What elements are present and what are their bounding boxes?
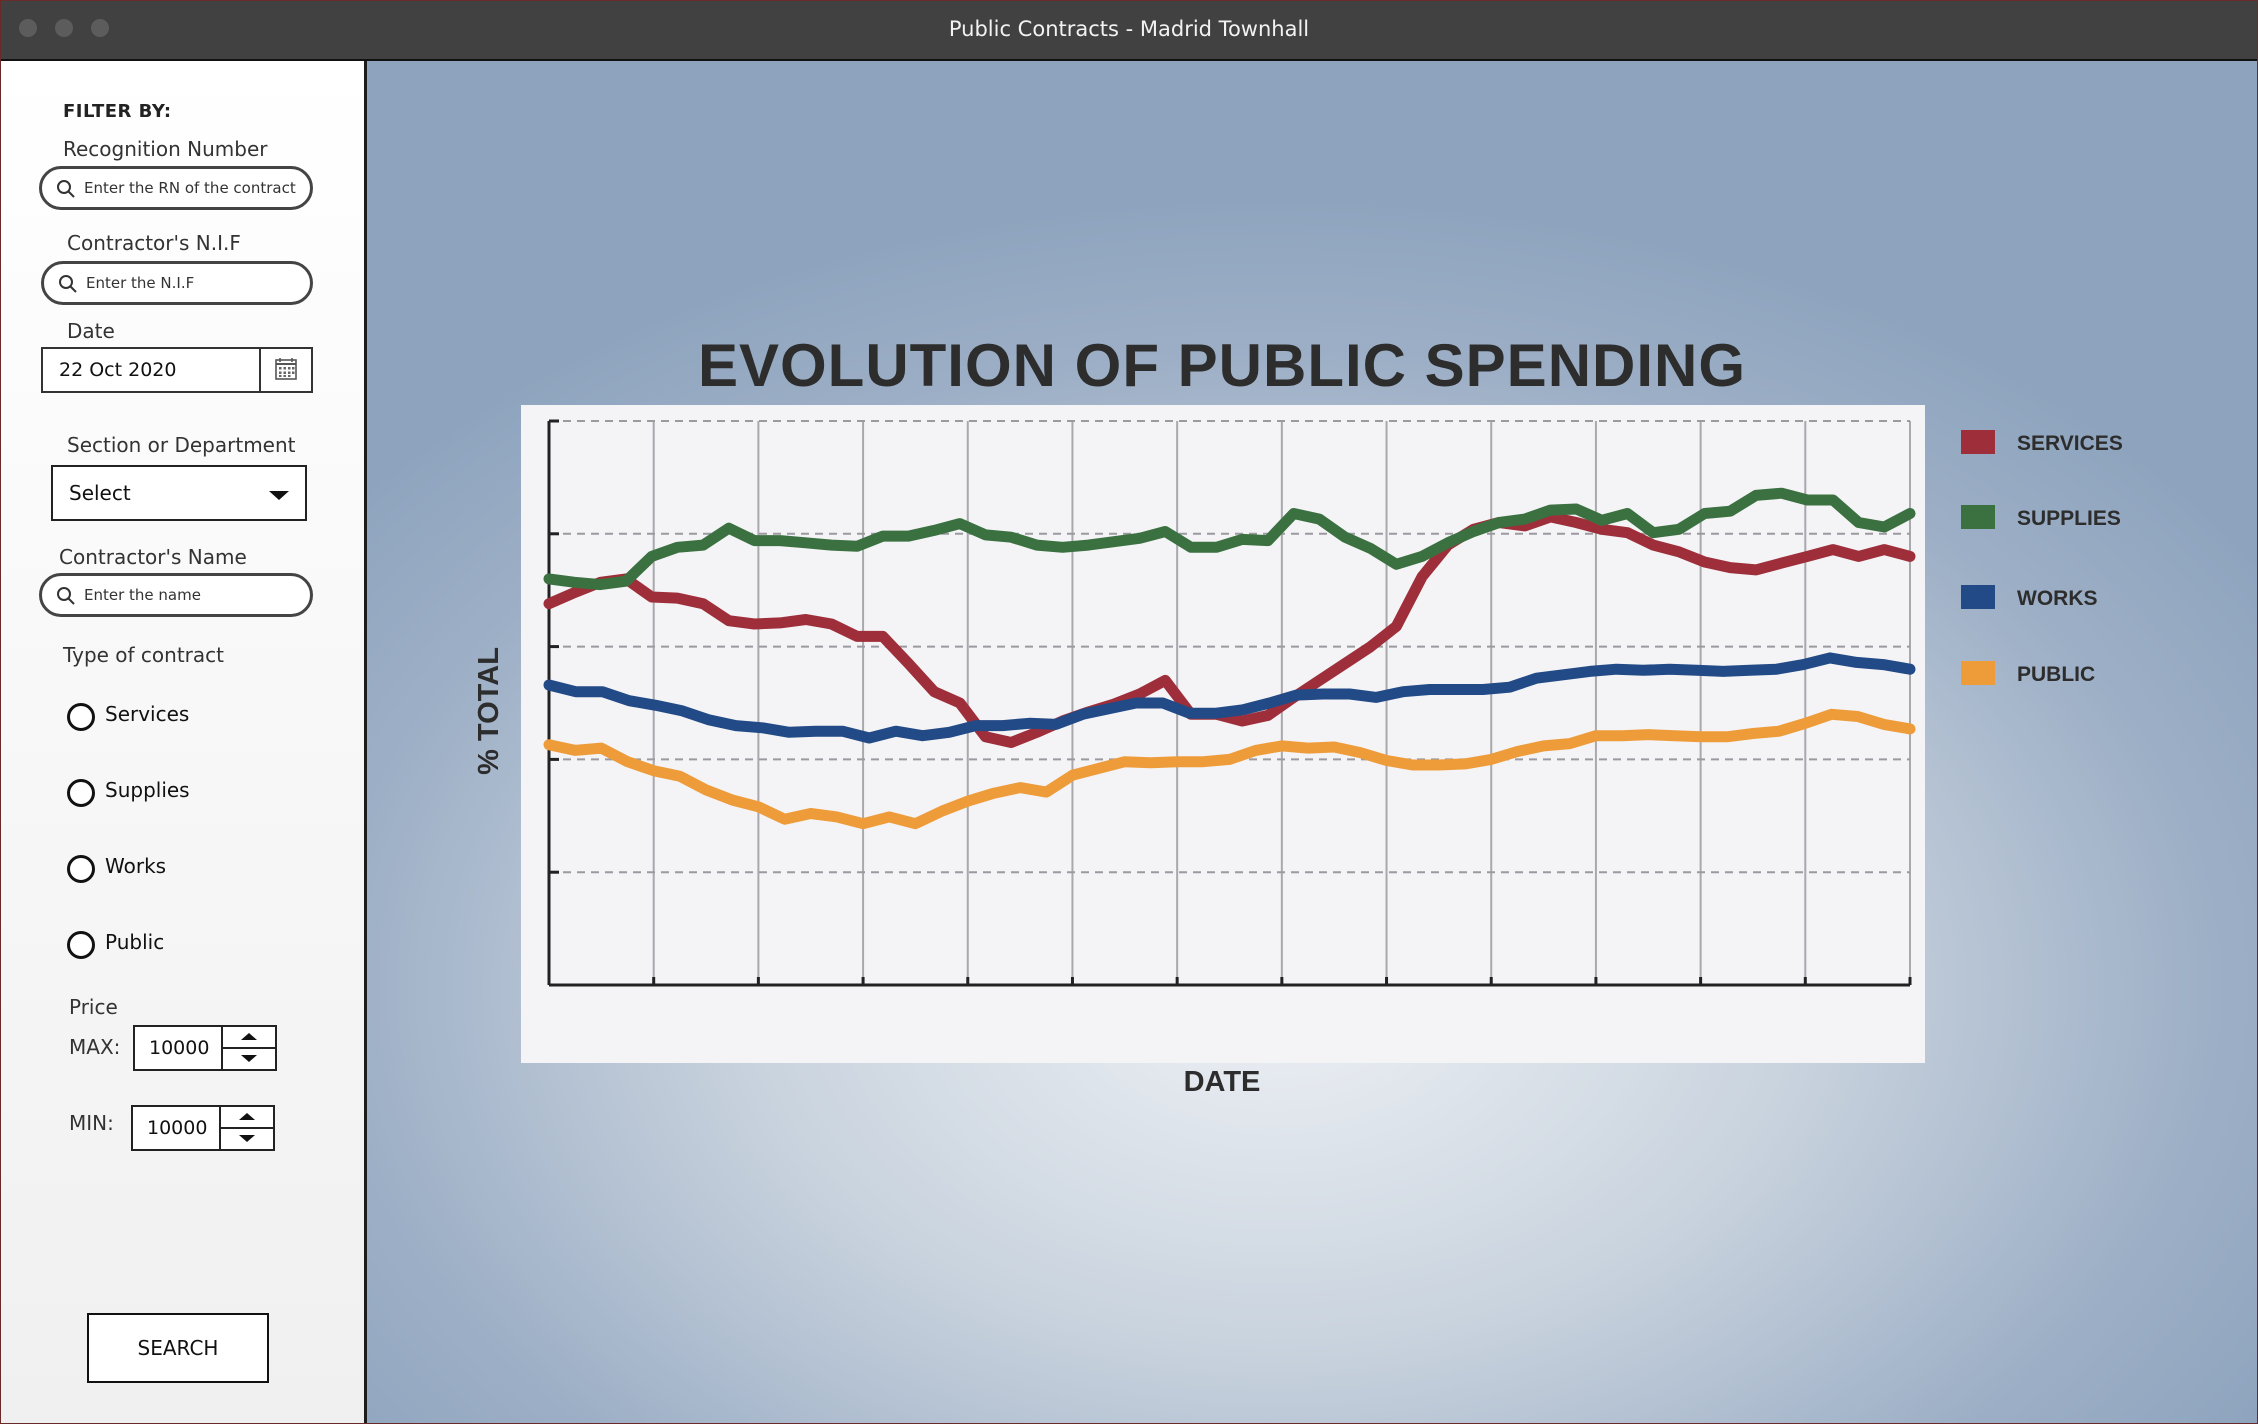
price-label: Price [69, 995, 118, 1019]
chart-title: EVOLUTION OF PUBLIC SPENDING [698, 332, 1746, 399]
date-value: 22 Oct 2020 [59, 359, 177, 381]
legend-label-supplies: SUPPLIES [2017, 507, 2121, 530]
radio-label: Works [105, 854, 167, 878]
contractor-name-input-box[interactable] [39, 573, 324, 617]
search-button[interactable]: SEARCH [87, 1313, 269, 1383]
recognition-number-input[interactable] [84, 176, 324, 200]
stepper-arrows[interactable] [219, 1107, 273, 1149]
zoom-window-button[interactable] [91, 19, 109, 37]
contractor-name-label: Contractor's Name [59, 545, 247, 569]
section-select-value: Select [69, 481, 131, 505]
stepper-arrows[interactable] [221, 1027, 275, 1069]
search-icon [59, 275, 77, 293]
title-bar: Public Contracts - Madrid Townhall [1, 1, 2257, 61]
window-title: Public Contracts - Madrid Townhall [948, 17, 1310, 41]
close-window-button[interactable] [19, 19, 37, 37]
radio-circle[interactable] [67, 931, 95, 959]
legend-swatch-supplies [1961, 505, 1995, 529]
radio-label: Services [105, 702, 190, 726]
filter-heading: FILTER BY: [63, 101, 172, 122]
legend-swatch-services [1961, 430, 1995, 454]
legend-swatch-public [1961, 661, 1995, 685]
price-min-value: 10000 [147, 1117, 208, 1139]
legend-label-services: SERVICES [2017, 432, 2123, 455]
series-line-services [543, 511, 1916, 748]
x-axis-label: DATE [1184, 1066, 1261, 1098]
price-max-value: 10000 [149, 1037, 210, 1059]
contractor-name-input[interactable] [84, 583, 324, 607]
date-label: Date [67, 319, 115, 343]
series-line-works [543, 652, 1916, 744]
section-select[interactable]: Select [51, 465, 307, 521]
nif-input-box[interactable] [41, 261, 326, 305]
filter-sidebar: FILTER BY: Recognition Number Contractor… [1, 61, 367, 1423]
radio-circle[interactable] [67, 779, 95, 807]
search-icon [57, 587, 75, 605]
calendar-button[interactable] [259, 349, 311, 391]
series-line-public [543, 708, 1916, 830]
chevron-down-icon [269, 491, 289, 500]
price-max-stepper[interactable]: 10000 [133, 1025, 277, 1071]
radio-circle[interactable] [67, 855, 95, 883]
radio-label: Public [105, 930, 165, 954]
caret-down-icon[interactable] [239, 1135, 255, 1142]
series-line-supplies [543, 487, 1916, 591]
recognition-number-label: Recognition Number [63, 137, 268, 161]
chart-area: EVOLUTION OF PUBLIC SPENDING DATE % TOTAL S… [367, 61, 2257, 1423]
caret-up-icon[interactable] [241, 1033, 257, 1040]
minimize-window-button[interactable] [55, 19, 73, 37]
legend-label-works: WORKS [2017, 587, 2098, 610]
section-label: Section or Department [67, 433, 296, 457]
price-max-label: MAX: [69, 1035, 121, 1059]
recognition-number-input-box[interactable] [39, 166, 324, 210]
price-min-label: MIN: [69, 1111, 114, 1135]
legend-swatch-works [1961, 585, 1995, 609]
calendar-icon [275, 358, 297, 380]
caret-down-icon[interactable] [241, 1055, 257, 1062]
nif-input[interactable] [86, 271, 326, 295]
spending-chart: EVOLUTION OF PUBLIC SPENDING DATE % TOTAL S… [473, 332, 2123, 1098]
nif-label: Contractor's N.I.F [67, 231, 241, 255]
caret-up-icon[interactable] [239, 1113, 255, 1120]
search-icon [57, 180, 75, 198]
date-field[interactable]: 22 Oct 2020 [41, 347, 313, 393]
y-axis-label: % TOTAL [473, 647, 505, 775]
contract-type-label: Type of contract [63, 643, 224, 667]
legend-label-public: PUBLIC [2017, 663, 2095, 686]
radio-circle[interactable] [67, 703, 95, 731]
price-min-stepper[interactable]: 10000 [131, 1105, 275, 1151]
radio-label: Supplies [105, 778, 190, 802]
